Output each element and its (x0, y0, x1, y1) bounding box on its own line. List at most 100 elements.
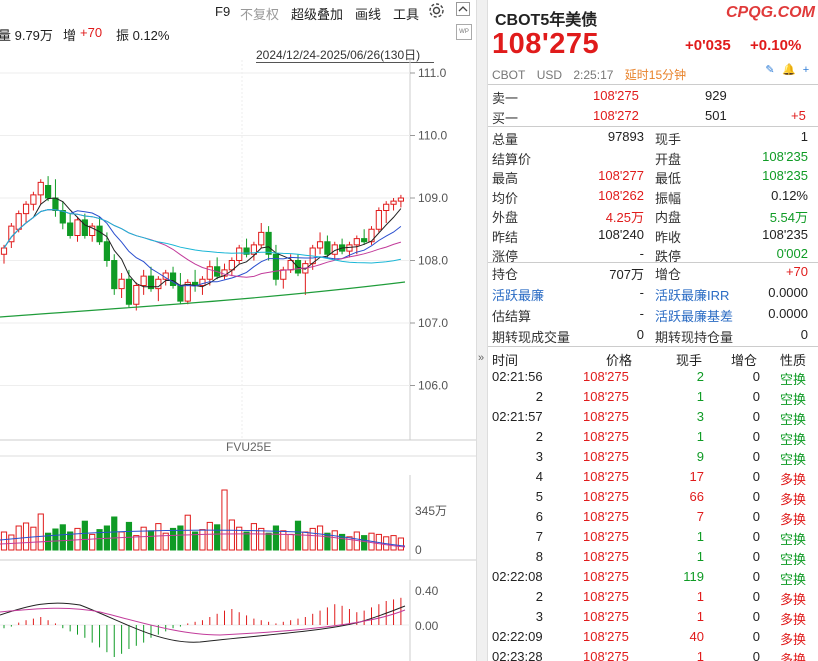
trade-row[interactable]: 5 108'275 66 0 多换 (488, 487, 818, 507)
svg-text:WP: WP (459, 29, 469, 35)
book-extra: +5 (791, 108, 806, 123)
trade-row[interactable]: 8 108'275 1 0 空换 (488, 547, 818, 567)
trade-row[interactable]: 4 108'275 17 0 多换 (488, 467, 818, 487)
stat-value: 0.12% (771, 187, 808, 203)
volume-bar (118, 531, 125, 551)
scroll-up-icon[interactable] (456, 2, 470, 19)
trade-oi: 0 (752, 529, 760, 544)
trade-row[interactable]: 6 108'275 7 0 多换 (488, 507, 818, 527)
bell-icon[interactable]: 🔔 (782, 64, 796, 76)
volume-bar (125, 521, 133, 551)
trade-time: 6 (535, 509, 543, 524)
volume-bar (177, 525, 184, 551)
trade-row[interactable]: 02:21:57 108'275 3 0 空换 (488, 407, 818, 427)
book-row[interactable]: 买一 108'272 501 +5 (488, 106, 818, 126)
trade-qty: 1 (696, 609, 704, 624)
trade-price: 108'275 (583, 369, 629, 384)
candle-body (177, 285, 184, 302)
trade-row[interactable]: 2 108'275 1 0 多换 (488, 587, 818, 607)
ma-line-5 (3, 197, 402, 288)
volume-bar (228, 519, 235, 551)
trade-time: 02:22:09 (492, 629, 543, 644)
increase-value: +70 (80, 25, 103, 40)
draw-button[interactable]: 画线 (355, 7, 382, 22)
pane-splitter[interactable] (476, 0, 488, 661)
candle-body (353, 238, 360, 246)
stats2-row: 估结算 - 活跃最廉基差 0.0000 (488, 304, 818, 324)
candle-body (397, 197, 404, 202)
stat-label: 期转现成交量 (492, 330, 571, 345)
stats2-row: 持仓 707万 增仓 +70 (488, 262, 818, 282)
stat-label: 最高 (492, 171, 519, 186)
y-tick-label: 106.0 (418, 379, 448, 393)
stat-value: 5.54万 (769, 210, 808, 225)
chart-pane[interactable]: F9 不复权 超级叠加 画线 工具 量 9.79万 增 +70 振 0.12% … (0, 0, 476, 661)
trade-oi: 0 (752, 649, 760, 661)
date-range: 2024/12/24-2025/06/26(130日) (256, 48, 421, 62)
volume-bar (221, 489, 228, 551)
quote-time: 2:25:17 (573, 68, 614, 82)
candle-body (147, 275, 155, 290)
macd-tick-label: 0.40 (415, 584, 439, 598)
trade-row[interactable]: 3 108'275 9 0 空换 (488, 447, 818, 467)
collapse-arrow-icon[interactable]: » (478, 352, 485, 364)
edit-icon[interactable]: ✎ (765, 64, 775, 76)
volume-bar (258, 527, 265, 551)
trade-type: 空换 (780, 552, 807, 567)
volume-bar (59, 524, 66, 551)
trade-row[interactable]: 3 108'275 1 0 多换 (488, 607, 818, 627)
trade-oi: 0 (752, 569, 760, 584)
candle-body (324, 241, 331, 255)
trade-type: 空换 (780, 372, 807, 387)
trade-price: 108'275 (583, 429, 629, 444)
add-icon[interactable]: + (802, 64, 810, 76)
stat-label: 昨结 (492, 229, 519, 245)
trade-qty: 1 (696, 649, 704, 661)
delay-label: 延时15分钟 (624, 68, 687, 82)
trade-row[interactable]: 2 108'275 1 0 空换 (488, 387, 818, 407)
quote-icons: ✎ 🔔 + (764, 64, 812, 76)
settings-icon[interactable] (428, 2, 445, 22)
tools-button[interactable]: 工具 (393, 7, 420, 22)
y-tick-label: 109.0 (418, 191, 448, 205)
candle-body (111, 260, 118, 290)
stat-label: 活跃最廉IRR (655, 288, 730, 303)
chart-info-bar: 量 9.79万 增 +70 振 0.12% WP (0, 24, 476, 44)
trade-row[interactable]: 2 108'275 1 0 空换 (488, 427, 818, 447)
trade-row[interactable]: 02:23:28 108'275 1 0 多换 (488, 647, 818, 661)
wp-icon[interactable]: WP (456, 24, 472, 43)
candle-body (15, 213, 22, 230)
trade-qty: 119 (683, 569, 704, 584)
trade-price: 108'275 (583, 549, 629, 564)
stat-value: - (639, 285, 644, 300)
trade-row[interactable]: 02:21:56 108'275 2 0 空换 (488, 367, 818, 387)
trade-time: 02:21:56 (492, 369, 543, 384)
f9-button[interactable]: F9 (215, 4, 231, 19)
trade-time: 4 (535, 469, 543, 484)
trade-type: 多换 (780, 592, 807, 607)
volume-bar (74, 527, 81, 551)
trade-price: 108'275 (583, 629, 629, 644)
trade-qty: 40 (689, 629, 704, 644)
trade-row[interactable]: 02:22:08 108'275 119 0 空换 (488, 567, 818, 587)
no-restore-button[interactable]: 不复权 (240, 7, 280, 22)
trade-row[interactable]: 7 108'275 1 0 空换 (488, 527, 818, 547)
candlestick-chart[interactable]: 111.0 110.0 109.0 108.0 107.0 106.0 345万 0 0.4… (0, 60, 476, 661)
candle-body (265, 231, 272, 255)
overlay-button[interactable]: 超级叠加 (291, 7, 344, 22)
volume-bar (184, 514, 191, 551)
volume-bar (133, 535, 140, 551)
book-row[interactable]: 卖一 108'275 929 (488, 86, 818, 106)
volume-bar (147, 530, 155, 551)
volume-bar (0, 531, 8, 551)
trade-row[interactable]: 02:22:09 108'275 40 0 多换 (488, 627, 818, 647)
stat-value: 0'002 (776, 246, 808, 261)
candle-body (272, 253, 280, 280)
trade-time: 8 (535, 549, 543, 564)
volume-bar (67, 531, 74, 551)
stats-row: 昨结 108'240 昨收 108'235 (488, 225, 818, 245)
volume-bar (316, 525, 324, 551)
candle-body (383, 203, 390, 211)
col-time: 时间 (492, 353, 519, 368)
trade-type: 空换 (780, 432, 807, 447)
